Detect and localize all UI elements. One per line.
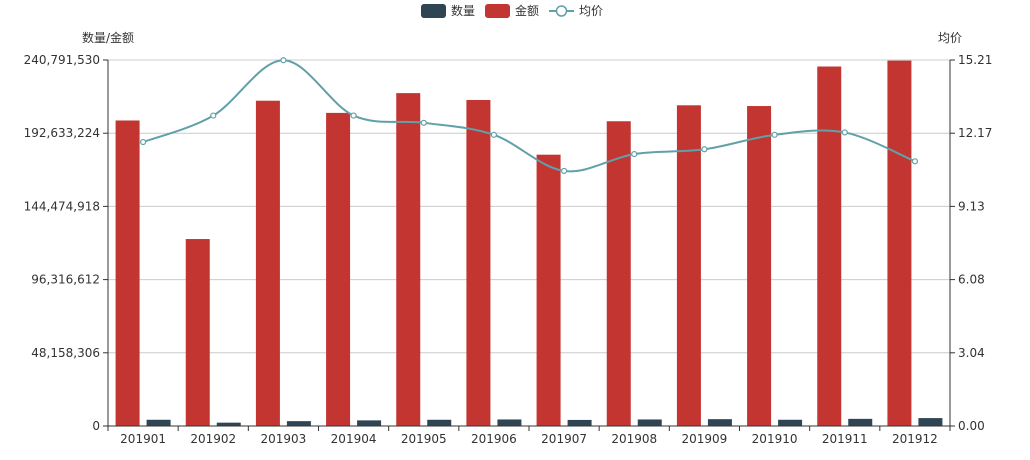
bar-quantity[interactable] (637, 419, 662, 426)
bar-amount[interactable] (747, 106, 772, 427)
x-tick-label: 201901 (120, 432, 166, 446)
legend-swatch (421, 4, 446, 18)
legend-label: 数量 (451, 3, 475, 18)
legend-marker (555, 5, 568, 17)
avg-price-point[interactable] (771, 131, 778, 138)
right-tick-label: 9.13 (958, 199, 985, 213)
bar-quantity[interactable] (286, 421, 311, 426)
avg-price-point[interactable] (911, 158, 919, 165)
bar-quantity[interactable] (848, 418, 873, 426)
line-layer (139, 57, 919, 175)
avg-price-point[interactable] (420, 119, 427, 126)
avg-price-point[interactable] (841, 129, 848, 136)
left-tick-label: 192,633,224 (24, 126, 100, 140)
left-tick-label: 0 (92, 419, 100, 433)
x-tick-label: 201910 (752, 432, 798, 446)
bar-quantity[interactable] (146, 419, 171, 426)
avg-price-point[interactable] (210, 112, 217, 119)
legend-swatch (485, 4, 510, 18)
bar-amount[interactable] (396, 93, 421, 427)
legend-item-avg-price[interactable]: 均价 (549, 4, 603, 18)
bar-quantity[interactable] (918, 418, 943, 426)
bar-amount[interactable] (185, 239, 210, 426)
x-tick-label: 201902 (190, 432, 236, 446)
x-tick-label: 201912 (892, 432, 938, 446)
right-tick-label: 0.00 (958, 419, 985, 433)
right-tick-label: 3.04 (958, 346, 985, 360)
left-axis-name: 数量/金额 (82, 30, 134, 45)
bar-amount[interactable] (606, 121, 631, 426)
x-tick-label: 201911 (822, 432, 868, 446)
legend-label: 均价 (579, 4, 603, 18)
avg-price-point[interactable] (350, 112, 357, 119)
avg-price-point[interactable] (139, 138, 147, 146)
left-tick-label: 240,791,530 (24, 53, 100, 67)
x-tick-label: 201908 (611, 432, 657, 446)
bar-quantity[interactable] (707, 419, 732, 426)
avg-price-point[interactable] (631, 150, 638, 158)
avg-price-point[interactable] (280, 57, 287, 64)
bar-amount[interactable] (326, 112, 351, 426)
bar-quantity[interactable] (427, 419, 452, 426)
bar-amount[interactable] (676, 105, 701, 426)
legend-item-amount[interactable]: 金额 (485, 3, 539, 18)
bar-quantity[interactable] (216, 422, 241, 426)
left-tick-label: 96,316,612 (31, 273, 100, 287)
bars-layer (115, 60, 943, 427)
x-tick-label: 201906 (471, 432, 517, 446)
left-tick-label: 48,158,306 (31, 346, 100, 360)
right-tick-label: 6.08 (958, 273, 985, 287)
bar-quantity[interactable] (778, 419, 803, 426)
avg-price-point[interactable] (701, 146, 708, 153)
bar-quantity[interactable] (357, 420, 382, 426)
x-tick-label: 201903 (261, 432, 307, 446)
bar-amount[interactable] (115, 120, 140, 427)
right-tick-label: 15.21 (958, 53, 992, 67)
axes-layer: 0 0.00 48,158,306 3.04 96,316,612 6.08 144,474… (24, 30, 993, 446)
bar-amount[interactable] (255, 100, 280, 426)
x-tick-label: 201904 (331, 432, 377, 446)
bar-amount[interactable] (887, 60, 912, 426)
x-tick-label: 201909 (682, 432, 728, 446)
right-axis-name: 均价 (938, 31, 962, 45)
bar-amount[interactable] (536, 154, 561, 426)
legend-item-quantity[interactable]: 数量 (421, 3, 475, 18)
avg-price-point[interactable] (560, 167, 568, 175)
x-tick-label: 201905 (401, 432, 447, 446)
avg-price-point[interactable] (490, 131, 498, 138)
bar-amount[interactable] (466, 99, 491, 427)
bar-amount[interactable] (817, 66, 842, 426)
legend[interactable]: 数量 金额 均价 (421, 3, 603, 18)
bar-quantity[interactable] (567, 419, 592, 426)
bar-quantity[interactable] (497, 419, 522, 426)
right-tick-label: 12.17 (958, 126, 992, 140)
legend-label: 金额 (515, 3, 539, 18)
x-tick-label: 201907 (541, 432, 587, 446)
left-tick-label: 144,474,918 (24, 199, 100, 213)
